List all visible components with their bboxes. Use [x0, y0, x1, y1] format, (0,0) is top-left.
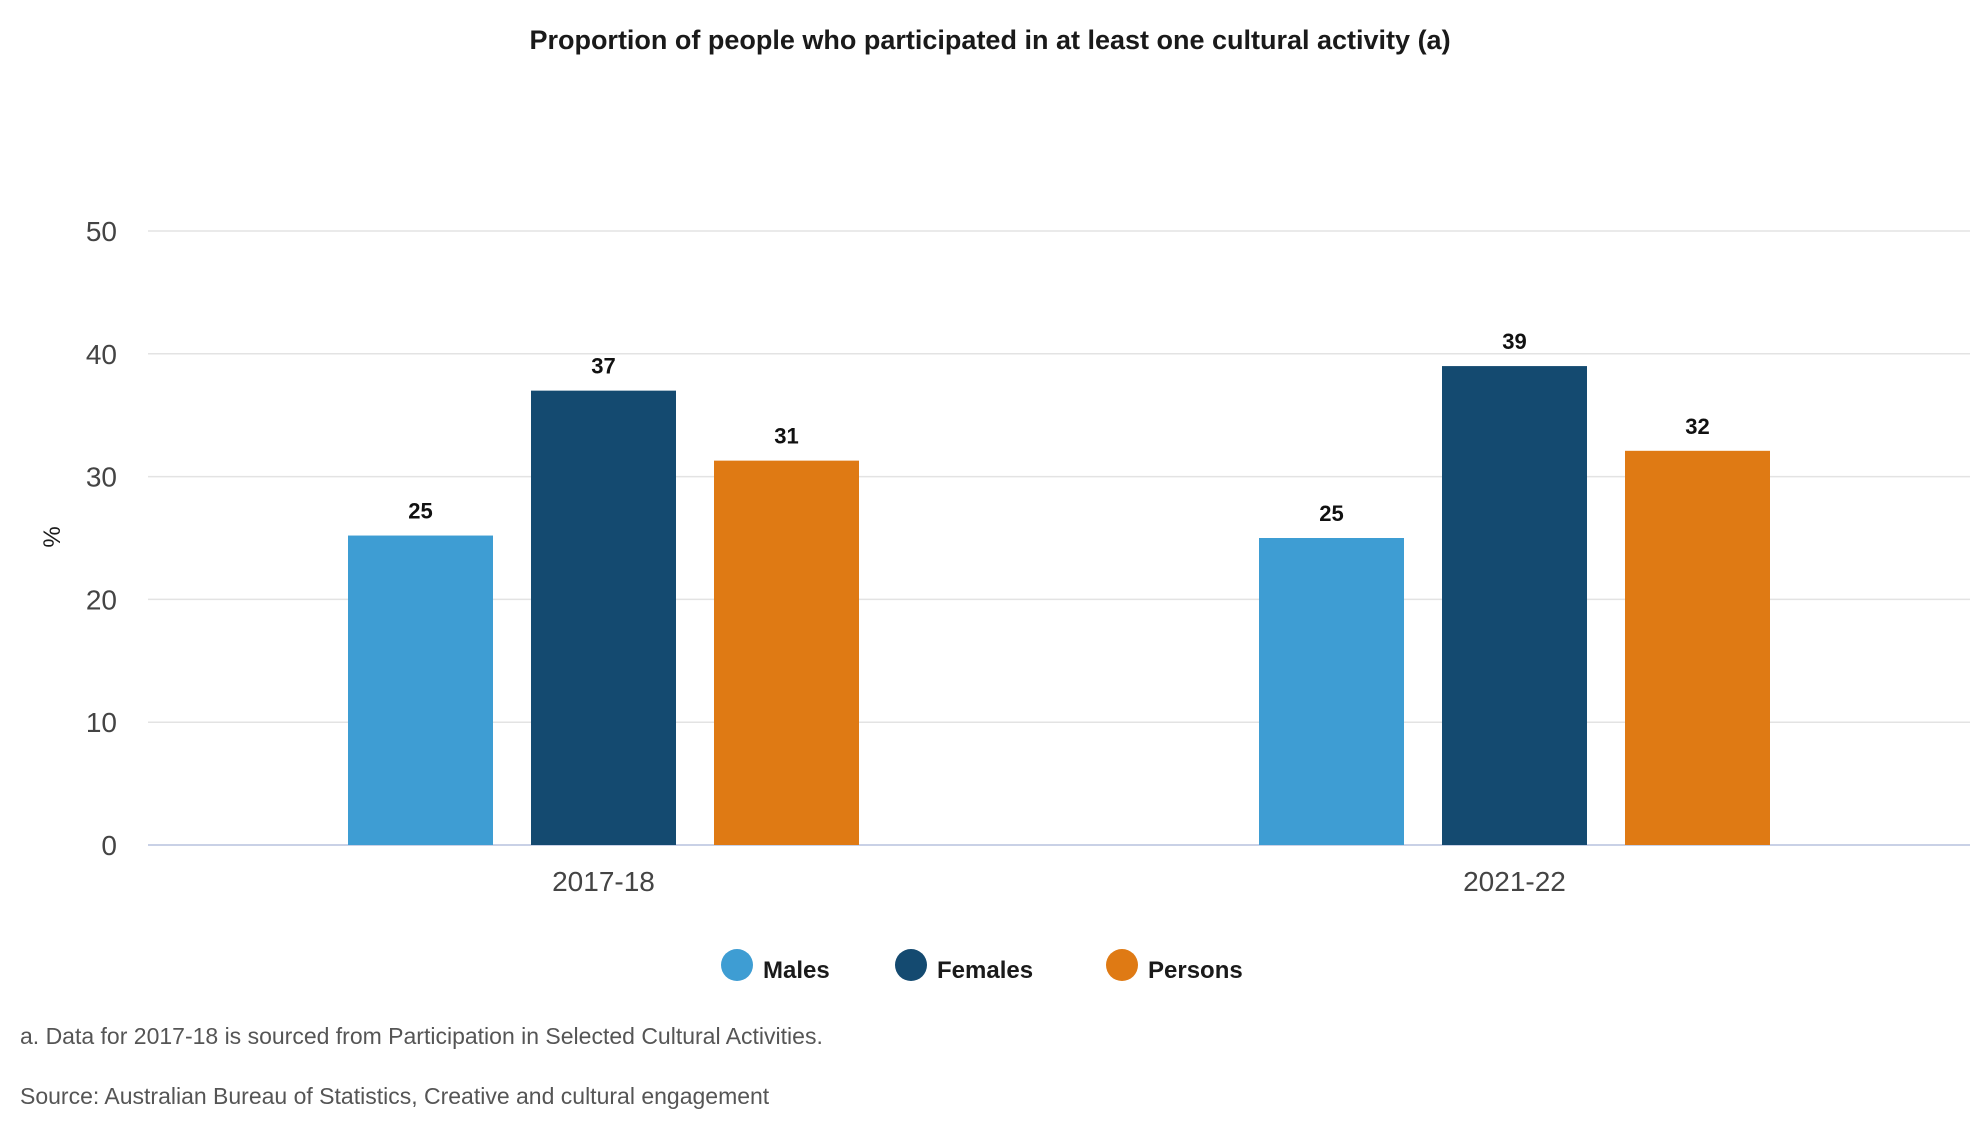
- y-tick-label: 0: [101, 830, 117, 861]
- bar-males-2017-18: [348, 535, 493, 845]
- x-category-label: 2017-18: [552, 866, 655, 897]
- bar-persons-2021-22: [1625, 450, 1770, 845]
- bar-females-2021-22: [1442, 366, 1587, 845]
- legend-swatch-females: [895, 949, 927, 981]
- y-tick-label: 50: [86, 216, 117, 247]
- data-label: 32: [1685, 414, 1709, 439]
- y-axis-title: %: [39, 526, 66, 547]
- bar-persons-2017-18: [714, 460, 859, 845]
- footnote-source: Source: Australian Bureau of Statistics,…: [20, 1083, 770, 1109]
- bars: [348, 366, 1770, 845]
- bar-females-2017-18: [531, 390, 676, 845]
- bar-chart: Proportion of people who participated in…: [39, 25, 1970, 984]
- legend-swatch-persons: [1106, 949, 1138, 981]
- chart-title: Proportion of people who participated in…: [529, 25, 1450, 55]
- data-labels: 25 37 31 25 39 32: [408, 329, 1709, 526]
- data-label: 37: [591, 354, 615, 379]
- legend-label-females: Females: [937, 957, 1033, 984]
- y-tick-label: 40: [86, 339, 117, 370]
- data-label: 25: [408, 499, 432, 524]
- legend-label-persons: Persons: [1148, 957, 1243, 984]
- legend-swatch-males: [721, 949, 753, 981]
- y-tick-label: 10: [86, 707, 117, 738]
- footnote-note-a: a. Data for 2017-18 is sourced from Part…: [20, 1023, 823, 1049]
- y-tick-label: 30: [86, 462, 117, 493]
- y-tick-label: 20: [86, 584, 117, 615]
- data-label: 31: [774, 424, 798, 449]
- bar-males-2021-22: [1259, 538, 1404, 845]
- x-category-label: 2021-22: [1463, 866, 1566, 897]
- legend-label-males: Males: [763, 957, 830, 984]
- x-axis-category-labels: 2017-18 2021-22: [552, 866, 1566, 897]
- legend: Males Females Persons: [721, 949, 1243, 984]
- data-label: 39: [1502, 329, 1526, 354]
- y-axis-tick-labels: 0 10 20 30 40 50: [86, 216, 117, 861]
- data-label: 25: [1319, 501, 1343, 526]
